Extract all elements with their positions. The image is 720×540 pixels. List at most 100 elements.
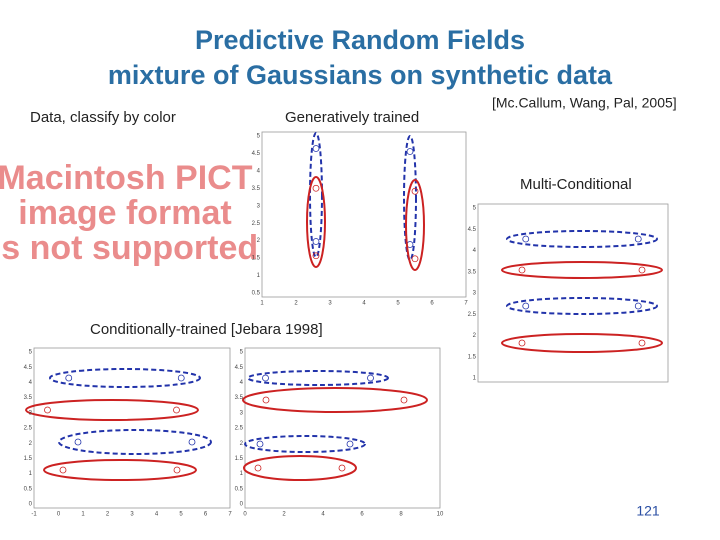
y-tick-label: 4.5 [468, 227, 477, 233]
sample-point [262, 374, 269, 382]
sample-point [634, 302, 642, 310]
sample-point [256, 440, 264, 448]
cluster-ellipse [501, 333, 663, 353]
x-tick-label: 3 [130, 512, 134, 518]
sample-point [400, 396, 408, 404]
plot-frame [244, 347, 441, 509]
sample-point [634, 235, 642, 243]
cluster-ellipse [247, 370, 389, 386]
sample-point [262, 396, 270, 404]
sample-point [518, 266, 526, 274]
x-tick-label: 4 [362, 301, 366, 307]
sample-point [522, 302, 530, 310]
cluster-ellipse [244, 435, 366, 453]
x-tick-label: 4 [321, 512, 325, 518]
y-tick-label: 5 [257, 134, 261, 140]
x-tick-label: 1 [260, 301, 264, 307]
y-tick-label: 5 [29, 350, 33, 356]
y-tick-label: 5 [473, 206, 477, 212]
y-tick-label: 4 [240, 380, 244, 386]
y-tick-label: 1.5 [252, 256, 261, 262]
y-tick-label: 3.5 [252, 186, 261, 192]
x-tick-label: 1 [81, 512, 85, 518]
y-tick-label: 3 [29, 410, 33, 416]
x-tick-label: 5 [179, 512, 183, 518]
cluster-ellipse [506, 297, 658, 315]
y-tick-label: 4 [257, 168, 261, 174]
sample-point [177, 374, 185, 382]
sample-point [65, 374, 73, 382]
cluster-ellipse [403, 135, 417, 261]
y-tick-label: 1.5 [24, 456, 33, 462]
plot-frame [261, 131, 467, 298]
page-number: 121 [636, 503, 660, 519]
y-tick-label: 2 [29, 441, 33, 447]
x-tick-label: 7 [228, 512, 232, 518]
x-tick-label: 6 [430, 301, 434, 307]
x-tick-label: 2 [294, 301, 298, 307]
cluster-ellipse [506, 230, 658, 248]
y-tick-label: 3.5 [468, 269, 477, 275]
sample-point [522, 235, 530, 243]
y-tick-label: 0.5 [252, 291, 261, 297]
y-tick-label: 2 [240, 441, 244, 447]
cluster-ellipse [242, 387, 428, 413]
pict-notice: is not supported [0, 229, 258, 267]
cluster-ellipse [243, 455, 357, 481]
cluster-ellipse [25, 399, 199, 421]
sample-point [254, 464, 262, 472]
y-tick-label: 0 [240, 502, 244, 508]
x-tick-label: 10 [437, 512, 444, 518]
sample-point [638, 266, 646, 274]
y-tick-label: 5 [240, 350, 244, 356]
y-tick-label: 3.5 [235, 395, 244, 401]
label: Conditionally-trained [Jebara 1998] [90, 321, 323, 338]
x-tick-label: 6 [360, 512, 364, 518]
x-tick-label: 2 [106, 512, 110, 518]
sample-point [59, 466, 67, 474]
sample-point [173, 466, 181, 474]
x-tick-label: 5 [396, 301, 400, 307]
sample-point [346, 440, 354, 448]
y-tick-label: 1 [29, 471, 33, 477]
pict-notice: image format [18, 194, 232, 232]
label: [Mc.Callum, Wang, Pal, 2005] [492, 95, 677, 111]
y-tick-label: 0 [29, 502, 33, 508]
x-tick-label: 7 [464, 301, 468, 307]
x-tick-label: 2 [282, 512, 286, 518]
cluster-ellipse [405, 179, 425, 271]
sample-point [367, 374, 374, 382]
x-tick-label: -1 [31, 512, 37, 518]
x-tick-label: 0 [243, 512, 247, 518]
y-tick-label: 2 [473, 333, 477, 339]
title-line: Predictive Random Fields [195, 25, 525, 55]
y-tick-label: 4.5 [24, 365, 33, 371]
y-tick-label: 2.5 [468, 312, 477, 318]
y-tick-label: 1.5 [468, 354, 477, 360]
sample-point [411, 187, 419, 195]
x-tick-label: 8 [399, 512, 403, 518]
y-tick-label: 3 [257, 203, 261, 209]
x-tick-label: 6 [204, 512, 208, 518]
cluster-ellipse [58, 429, 212, 455]
cluster-ellipse [309, 132, 323, 258]
y-tick-label: 2.5 [235, 426, 244, 432]
pict-notice: Macintosh PICT [0, 159, 253, 197]
sample-point [188, 438, 196, 446]
y-tick-label: 1 [240, 471, 244, 477]
cluster-ellipse [49, 368, 201, 388]
y-tick-label: 3 [473, 291, 477, 297]
y-tick-label: 0.5 [24, 486, 33, 492]
y-tick-label: 4 [29, 380, 33, 386]
sample-point [406, 148, 414, 155]
x-tick-label: 3 [328, 301, 332, 307]
sample-point [338, 464, 346, 472]
y-tick-label: 2 [257, 238, 261, 244]
y-tick-label: 3.5 [24, 395, 33, 401]
y-tick-label: 1 [473, 376, 477, 382]
y-tick-label: 0.5 [235, 486, 244, 492]
y-tick-label: 1 [257, 273, 261, 279]
sample-point [312, 238, 320, 245]
sample-point [173, 406, 180, 414]
